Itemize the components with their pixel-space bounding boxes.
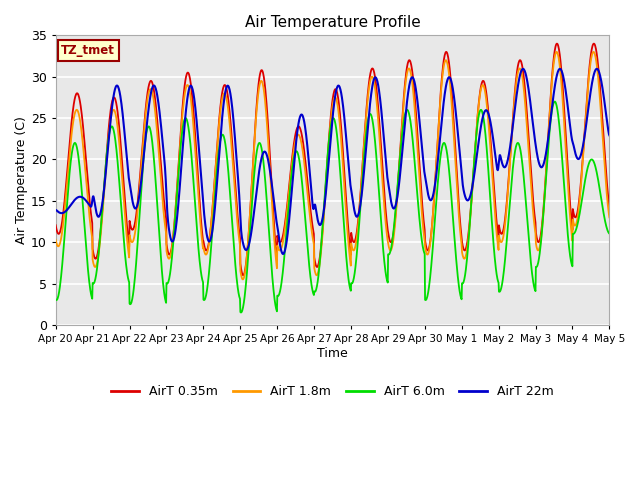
- X-axis label: Time: Time: [317, 347, 348, 360]
- Legend: AirT 0.35m, AirT 1.8m, AirT 6.0m, AirT 22m: AirT 0.35m, AirT 1.8m, AirT 6.0m, AirT 2…: [106, 380, 559, 403]
- Title: Air Temperature Profile: Air Temperature Profile: [244, 15, 420, 30]
- Y-axis label: Air Termperature (C): Air Termperature (C): [15, 116, 28, 244]
- Text: TZ_tmet: TZ_tmet: [61, 44, 115, 57]
